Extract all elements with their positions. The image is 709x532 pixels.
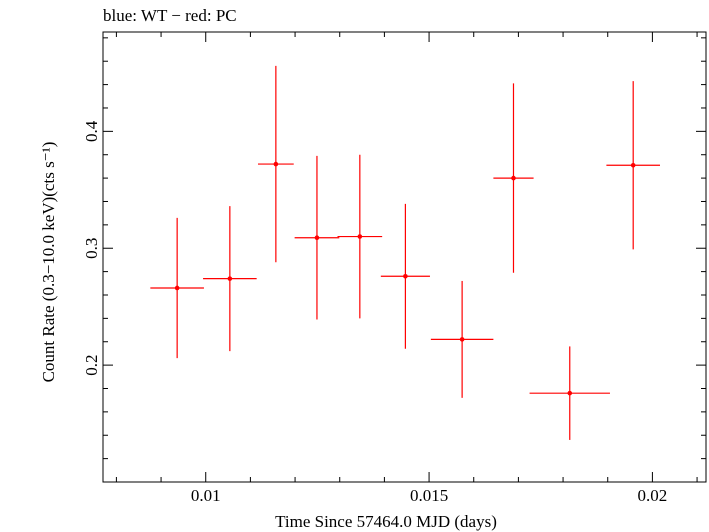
data-point — [227, 276, 233, 281]
chart-title: blue: WT − red: PC — [103, 6, 237, 25]
y-axis-label: Count Rate (0.3−10.0 keV)(cts s⁻¹) — [39, 142, 58, 383]
x-tick-label: 0.015 — [410, 486, 448, 505]
x-axis-label: Time Since 57464.0 MJD (days) — [275, 512, 497, 531]
axis-tick-labels: 0.01 0.015 0.02 0.2 0.3 0.4 — [82, 120, 667, 505]
data-point — [511, 175, 516, 181]
data-point — [630, 162, 636, 168]
data-point — [174, 285, 180, 291]
x-tick-label: 0.01 — [191, 486, 221, 505]
x-tick-label: 0.02 — [638, 486, 668, 505]
data-point — [357, 234, 363, 239]
data-point — [459, 337, 465, 342]
y-tick-label: 0.3 — [82, 238, 101, 259]
y-tick-label: 0.2 — [82, 354, 101, 375]
axis-ticks — [103, 32, 706, 482]
y-tick-label: 0.4 — [82, 120, 101, 142]
data-point — [403, 273, 408, 279]
data-series-pc — [150, 65, 660, 440]
plot-frame — [102, 31, 707, 483]
data-point — [314, 235, 320, 241]
data-point — [567, 390, 573, 396]
data-point — [273, 161, 279, 167]
